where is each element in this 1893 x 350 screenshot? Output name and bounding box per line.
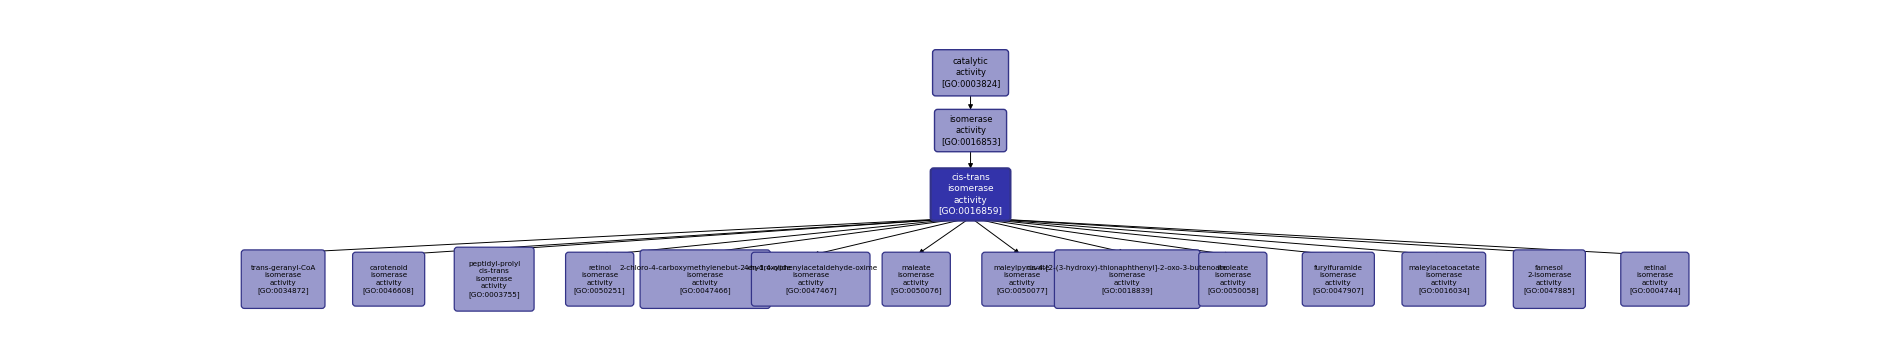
- FancyBboxPatch shape: [1513, 250, 1586, 308]
- FancyBboxPatch shape: [454, 247, 534, 311]
- Text: retinol
isomerase
activity
[GO:0050251]: retinol isomerase activity [GO:0050251]: [574, 265, 625, 294]
- Text: maleylpyruvate
isomerase
activity
[GO:0050077]: maleylpyruvate isomerase activity [GO:00…: [994, 265, 1051, 294]
- FancyBboxPatch shape: [1054, 250, 1200, 308]
- FancyBboxPatch shape: [352, 252, 424, 306]
- Text: trans-geranyl-CoA
isomerase
activity
[GO:0034872]: trans-geranyl-CoA isomerase activity [GO…: [250, 265, 316, 294]
- FancyBboxPatch shape: [1198, 252, 1266, 306]
- FancyBboxPatch shape: [1302, 252, 1374, 306]
- Text: cis-4-[2-(3-hydroxy)-thionaphthenyl]-2-oxo-3-butenoate
isomerase
activity
[GO:00: cis-4-[2-(3-hydroxy)-thionaphthenyl]-2-o…: [1026, 264, 1229, 294]
- Text: catalytic
activity
[GO:0003824]: catalytic activity [GO:0003824]: [941, 57, 1000, 89]
- FancyBboxPatch shape: [640, 250, 770, 308]
- Text: maleylacetoacetate
isomerase
activity
[GO:0016034]: maleylacetoacetate isomerase activity [G…: [1408, 265, 1480, 294]
- Text: 4-hydroxyphenylacetaldehyde-oxime
isomerase
activity
[GO:0047467]: 4-hydroxyphenylacetaldehyde-oxime isomer…: [744, 265, 878, 294]
- FancyBboxPatch shape: [240, 250, 326, 308]
- Text: linoleate
isomerase
activity
[GO:0050058]: linoleate isomerase activity [GO:0050058…: [1208, 265, 1259, 294]
- FancyBboxPatch shape: [982, 252, 1062, 306]
- FancyBboxPatch shape: [933, 50, 1009, 96]
- FancyBboxPatch shape: [935, 109, 1007, 152]
- Text: cis-trans
isomerase
activity
[GO:0016859]: cis-trans isomerase activity [GO:0016859…: [939, 173, 1003, 216]
- FancyBboxPatch shape: [882, 252, 950, 306]
- Text: maleate
isomerase
activity
[GO:0050076]: maleate isomerase activity [GO:0050076]: [890, 265, 943, 294]
- Text: farnesol
2-isomerase
activity
[GO:0047885]: farnesol 2-isomerase activity [GO:004788…: [1524, 265, 1575, 294]
- Text: isomerase
activity
[GO:0016853]: isomerase activity [GO:0016853]: [941, 115, 1000, 146]
- Text: carotenoid
isomerase
activity
[GO:0046608]: carotenoid isomerase activity [GO:004660…: [363, 265, 415, 294]
- Text: 2-chloro-4-carboxymethylenebut-2-en-1,4-olide
isomerase
activity
[GO:0047466]: 2-chloro-4-carboxymethylenebut-2-en-1,4-…: [619, 265, 791, 294]
- FancyBboxPatch shape: [1620, 252, 1689, 306]
- Text: peptidyl-prolyl
cis-trans
isomerase
activity
[GO:0003755]: peptidyl-prolyl cis-trans isomerase acti…: [468, 261, 521, 298]
- FancyBboxPatch shape: [752, 252, 871, 306]
- FancyBboxPatch shape: [1403, 252, 1486, 306]
- FancyBboxPatch shape: [931, 168, 1011, 220]
- Text: retinal
isomerase
activity
[GO:0004744]: retinal isomerase activity [GO:0004744]: [1630, 265, 1681, 294]
- FancyBboxPatch shape: [566, 252, 634, 306]
- Text: furylfuramide
isomerase
activity
[GO:0047907]: furylfuramide isomerase activity [GO:004…: [1312, 265, 1365, 294]
